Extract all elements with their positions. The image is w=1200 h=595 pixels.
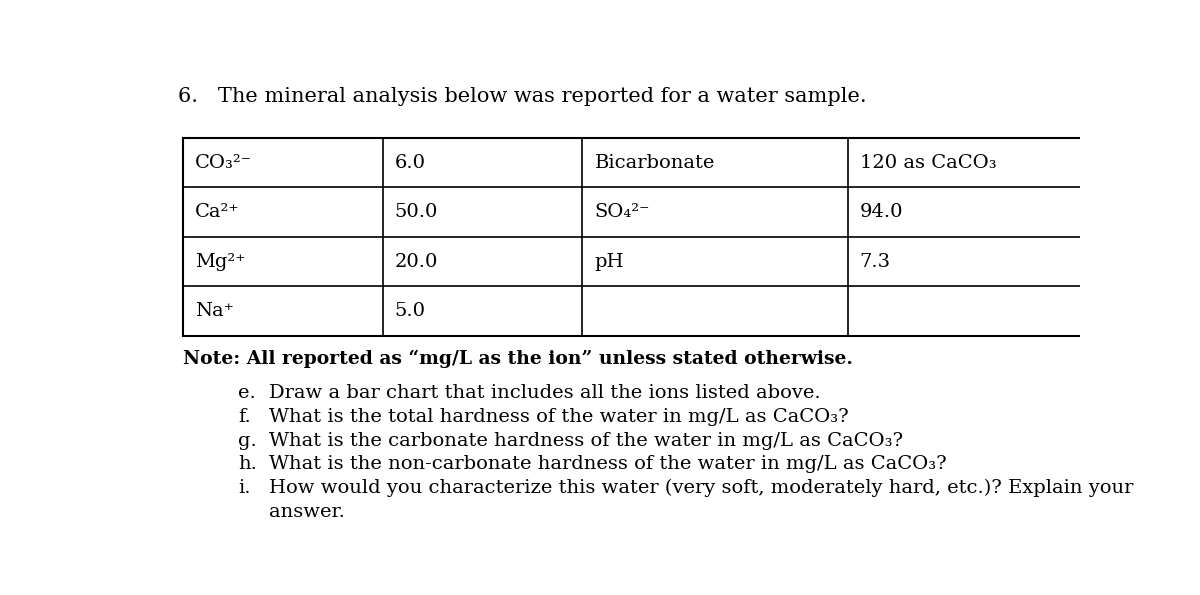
- Text: g.: g.: [239, 431, 257, 449]
- Text: Mg²⁺: Mg²⁺: [194, 252, 245, 271]
- Text: 94.0: 94.0: [859, 203, 904, 221]
- Text: e.: e.: [239, 384, 256, 402]
- Text: How would you characterize this water (very soft, moderately hard, etc.)? Explai: How would you characterize this water (v…: [269, 479, 1134, 497]
- Text: 120 as CaCO₃: 120 as CaCO₃: [859, 154, 996, 171]
- Text: h.: h.: [239, 455, 257, 474]
- Text: What is the total hardness of the water in mg/L as CaCO₃?: What is the total hardness of the water …: [269, 408, 848, 425]
- Text: 5.0: 5.0: [395, 302, 426, 320]
- Text: 7.3: 7.3: [859, 252, 890, 271]
- Text: What is the non-carbonate hardness of the water in mg/L as CaCO₃?: What is the non-carbonate hardness of th…: [269, 455, 947, 474]
- Text: i.: i.: [239, 479, 251, 497]
- Text: 20.0: 20.0: [395, 252, 438, 271]
- Text: 6.0: 6.0: [395, 154, 426, 171]
- Text: pH: pH: [594, 252, 624, 271]
- Text: Draw a bar chart that includes all the ions listed above.: Draw a bar chart that includes all the i…: [269, 384, 821, 402]
- Text: Bicarbonate: Bicarbonate: [594, 154, 715, 171]
- Text: 50.0: 50.0: [395, 203, 438, 221]
- Text: f.: f.: [239, 408, 251, 425]
- Text: CO₃²⁻: CO₃²⁻: [194, 154, 252, 171]
- Bar: [182, 138, 1112, 336]
- Text: SO₄²⁻: SO₄²⁻: [594, 203, 650, 221]
- Text: Na⁺: Na⁺: [194, 302, 234, 320]
- Text: What is the carbonate hardness of the water in mg/L as CaCO₃?: What is the carbonate hardness of the wa…: [269, 431, 904, 449]
- Text: Ca²⁺: Ca²⁺: [194, 203, 239, 221]
- Text: 6.   The mineral analysis below was reported for a water sample.: 6. The mineral analysis below was report…: [178, 87, 866, 107]
- Text: answer.: answer.: [269, 503, 344, 521]
- Text: Note: All reported as “mg/L as the ion” unless stated otherwise.: Note: All reported as “mg/L as the ion” …: [182, 349, 852, 368]
